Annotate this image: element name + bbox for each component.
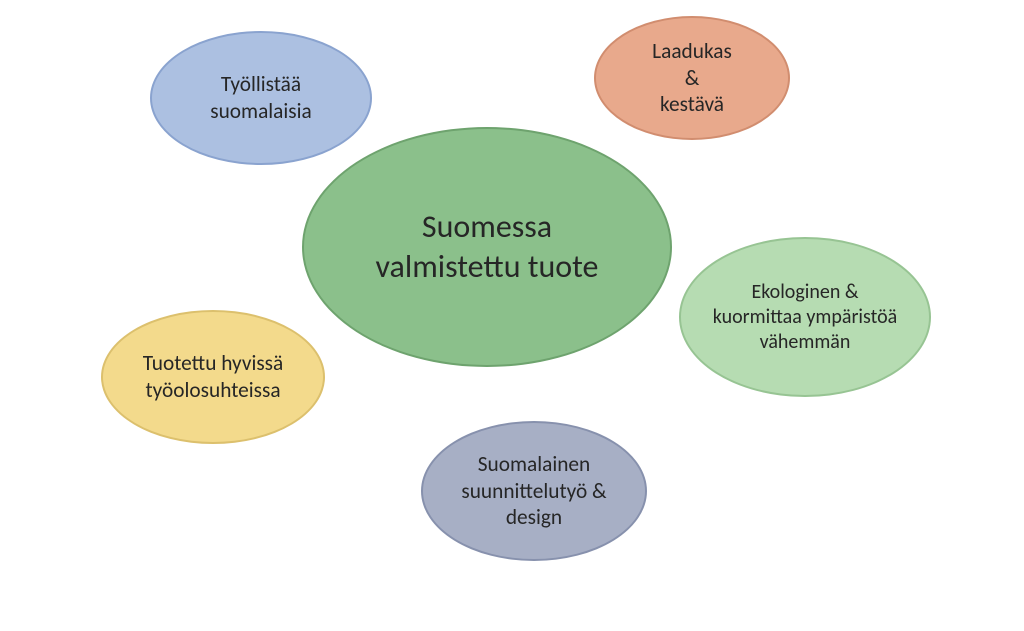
center-label: Suomessa valmistettu tuote — [322, 207, 652, 287]
node-employs-label: Työllistää suomalaisia — [170, 71, 352, 124]
node-conditions: Tuotettu hyvissä työolosuhteissa — [101, 310, 325, 444]
node-ecological-label: Ekologinen & kuormittaa ympäristöä vähem… — [699, 280, 911, 355]
node-quality: Laadukas & kestävä — [594, 16, 790, 140]
node-employs: Työllistää suomalaisia — [150, 31, 372, 165]
center-ellipse: Suomessa valmistettu tuote — [302, 127, 672, 367]
node-design: Suomalainen suunnittelutyö & design — [421, 421, 647, 561]
node-design-label: Suomalainen suunnittelutyö & design — [441, 451, 627, 531]
node-quality-label: Laadukas & kestävä — [614, 38, 770, 118]
diagram-stage: Suomessa valmistettu tuote Työllistää su… — [0, 0, 1024, 631]
node-ecological: Ekologinen & kuormittaa ympäristöä vähem… — [679, 237, 931, 397]
node-conditions-label: Tuotettu hyvissä työolosuhteissa — [121, 350, 305, 403]
